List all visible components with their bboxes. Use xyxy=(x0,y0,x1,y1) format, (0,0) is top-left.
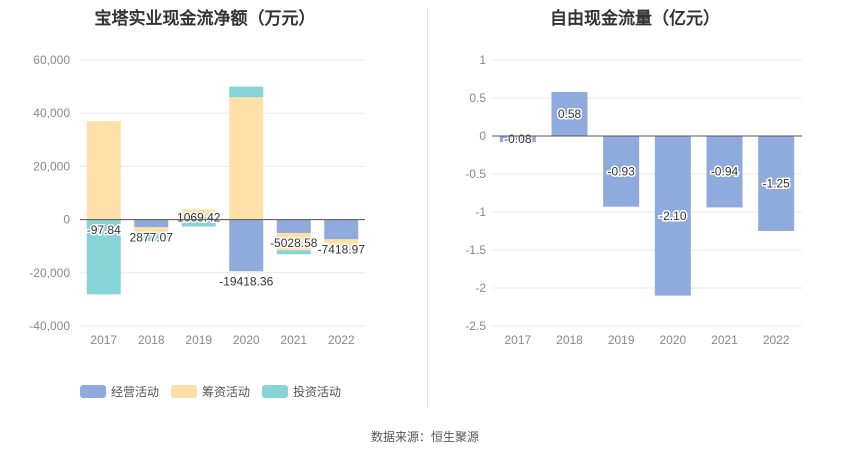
left-bar-2019-s2 xyxy=(181,219,216,227)
left-bar-2020-s2 xyxy=(229,86,264,98)
right-y-tick-label: -0.5 xyxy=(465,167,486,181)
left-bar-2017-s2 xyxy=(86,219,121,295)
legend-label-investing: 投资活动 xyxy=(293,385,342,399)
legend-swatch-financing xyxy=(171,385,198,398)
left-x-tick-label: 2022 xyxy=(328,333,355,347)
right-x-tick-label: 2018 xyxy=(556,333,583,347)
left-x-tick-label: 2019 xyxy=(185,333,212,347)
left-y-tick-label: -40,000 xyxy=(29,319,70,333)
left-bar-2021-s2 xyxy=(276,250,311,255)
left-bar-2019-s0 xyxy=(181,216,216,220)
right-x-tick-label: 2019 xyxy=(608,333,635,347)
legend-item-investing[interactable]: 投资活动 xyxy=(262,383,341,400)
left-data-label: -7418.97 xyxy=(318,242,366,256)
right-data-label: -0.94 xyxy=(711,165,739,179)
left-chart-title: 宝塔实业现金流净额（万元） xyxy=(94,9,316,28)
left-x-tick-label: 2020 xyxy=(233,333,260,347)
legend-swatch-investing xyxy=(262,385,289,398)
right-chart: 1 0.5 0 -0.5 -1 -1.5 -2 -2.5 2017 -0.08 2018 0.58 20… xyxy=(465,53,802,347)
left-bar-2020-s0 xyxy=(229,219,264,272)
left-data-label: -19418.36 xyxy=(219,274,273,288)
left-y-tick-label: 20,000 xyxy=(33,159,70,173)
left-x-tick-label: 2018 xyxy=(138,333,165,347)
left-bar-2019-s1 xyxy=(181,209,216,217)
right-x-tick-label: 2021 xyxy=(711,333,738,347)
left-bar-2020-s1 xyxy=(229,97,264,220)
right-chart-title: 自由现金流量（亿元） xyxy=(550,9,720,28)
legend-label-operating: 经营活动 xyxy=(111,385,160,399)
right-data-label: 0.58 xyxy=(558,107,582,121)
data-source: 数据来源：恒生聚源 xyxy=(370,430,479,444)
left-data-label: -97.84 xyxy=(87,223,121,237)
right-data-label: -1.25 xyxy=(762,177,790,191)
left-x-tick-label: 2021 xyxy=(280,333,307,347)
left-bar-2017-s1 xyxy=(86,121,121,220)
right-x-tick-label: 2022 xyxy=(763,333,790,347)
right-data-label: -2.10 xyxy=(659,209,687,223)
right-y-tick-label: -1.5 xyxy=(465,243,486,257)
left-bar-2022-s1 xyxy=(324,239,359,250)
right-y-tick-label: -1 xyxy=(475,205,486,219)
right-bar-2022 xyxy=(758,136,795,231)
right-y-tick-label: -2 xyxy=(475,281,486,295)
left-bar-2021-s1 xyxy=(276,232,311,251)
right-y-tick-label: 0.5 xyxy=(469,91,486,105)
chart-divider xyxy=(427,8,428,408)
left-y-tick-label: 40,000 xyxy=(33,106,70,120)
right-data-label: -0.08 xyxy=(504,132,532,146)
legend-swatch-operating xyxy=(80,385,106,398)
left-x-tick-label: 2017 xyxy=(90,333,117,347)
right-x-tick-label: 2017 xyxy=(504,333,531,347)
left-bar-2022-s0 xyxy=(324,219,359,240)
left-data-label: -5028.58 xyxy=(270,236,318,250)
left-bar-2018-s1 xyxy=(134,227,169,235)
right-bar-2021 xyxy=(706,136,743,208)
left-y-tick-label: 60,000 xyxy=(33,53,70,67)
right-bar-2018 xyxy=(551,91,588,136)
left-y-tick-label: 0 xyxy=(63,213,70,227)
right-bar-2017 xyxy=(499,136,536,143)
legend-item-operating[interactable]: 经营活动 xyxy=(80,383,159,400)
legend-item-financing[interactable]: 筹资活动 xyxy=(171,383,250,400)
right-x-tick-label: 2020 xyxy=(659,333,686,347)
left-chart: 60,000 40,000 20,000 0 -20,000 -40,000 2017 -97… xyxy=(29,53,366,347)
legend: 经营活动 筹资活动 投资活动 xyxy=(80,383,341,400)
left-y-tick-label: -20,000 xyxy=(29,266,70,280)
legend-label-financing: 筹资活动 xyxy=(202,385,251,399)
right-bar-2020 xyxy=(654,136,691,296)
right-y-tick-label: 0 xyxy=(479,129,486,143)
left-bar-2018-s2 xyxy=(134,234,169,242)
left-data-label: 2877.07 xyxy=(130,230,174,244)
right-bar-2019 xyxy=(603,136,640,207)
right-data-label: -0.93 xyxy=(607,164,635,178)
left-bar-2022-s2 xyxy=(324,249,359,253)
right-y-tick-label: 1 xyxy=(479,53,486,67)
right-y-tick-label: -2.5 xyxy=(465,319,486,333)
left-bar-2021-s0 xyxy=(276,219,311,233)
left-data-label: 1069.42 xyxy=(177,211,221,225)
left-bar-2018-s0 xyxy=(134,219,169,228)
